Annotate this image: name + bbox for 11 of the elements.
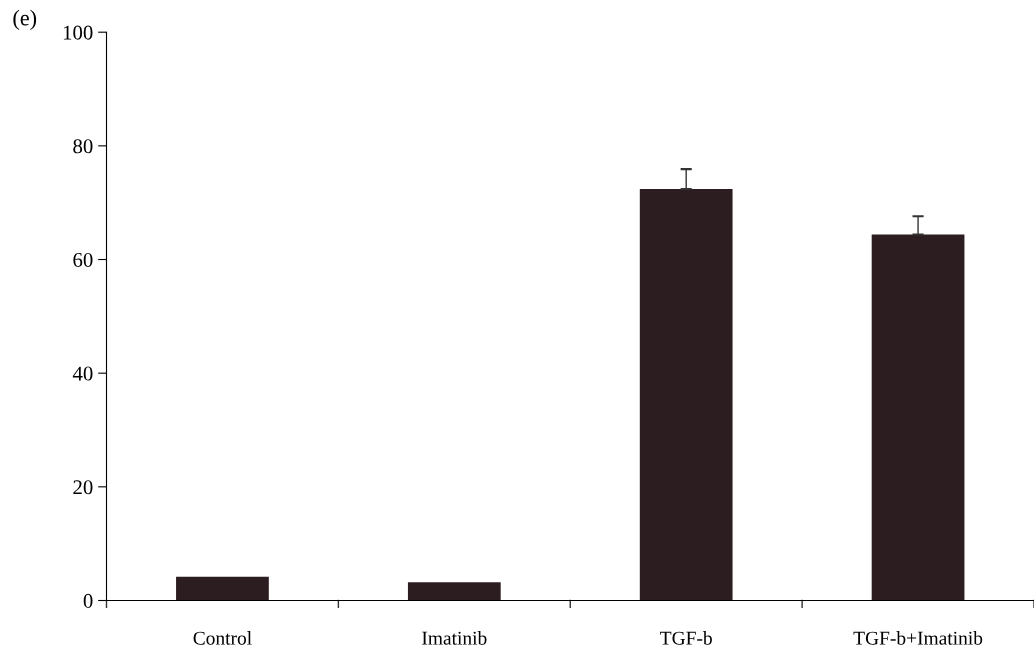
y-tick-label: 0 bbox=[83, 593, 93, 608]
x-tick-label: TGF-b+Imatinib bbox=[853, 631, 983, 645]
y-tick-label: 80 bbox=[73, 139, 93, 154]
x-tick-label: Control bbox=[193, 631, 252, 645]
y-tick-label: 100 bbox=[63, 25, 93, 40]
chart-title: (e) bbox=[13, 9, 37, 31]
x-tick-label: TGF-b bbox=[660, 631, 712, 645]
y-tick-label: 20 bbox=[73, 480, 93, 495]
y-tick-label: 40 bbox=[72, 366, 93, 381]
y-tick-label: 60 bbox=[73, 252, 93, 267]
x-tick-label: Imatinib bbox=[422, 631, 487, 645]
